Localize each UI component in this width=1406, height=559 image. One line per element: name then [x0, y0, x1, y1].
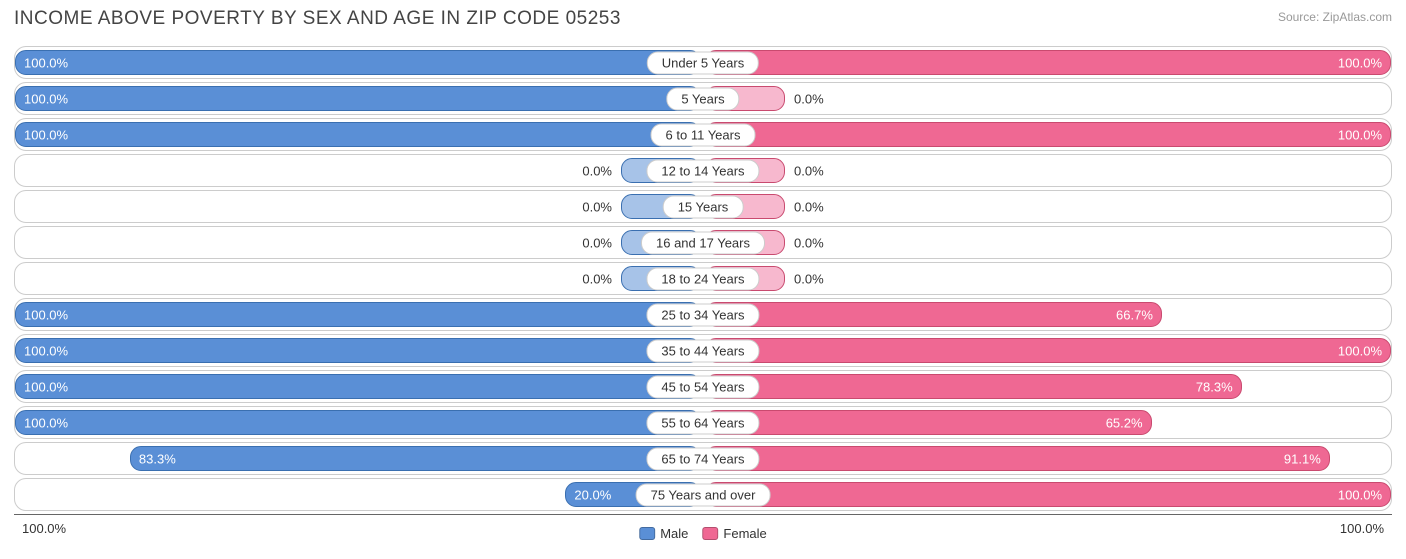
- female-bar: 78.3%: [705, 374, 1242, 399]
- table-row: 100.0% 66.7% 25 to 34 Years: [14, 298, 1392, 331]
- legend-female-label: Female: [723, 526, 766, 541]
- category-label: 45 to 54 Years: [646, 375, 759, 398]
- female-swatch-icon: [702, 527, 718, 540]
- category-label: 25 to 34 Years: [646, 303, 759, 326]
- category-label: 75 Years and over: [636, 483, 771, 506]
- male-value-label: 100.0%: [24, 307, 68, 322]
- axis-left-label: 100.0%: [22, 521, 66, 536]
- legend-item-female: Female: [702, 526, 766, 541]
- table-row: 100.0% 0.0% 5 Years: [14, 82, 1392, 115]
- table-row: 0.0% 0.0% 12 to 14 Years: [14, 154, 1392, 187]
- female-bar: 65.2%: [705, 410, 1152, 435]
- table-row: 100.0% 100.0% Under 5 Years: [14, 46, 1392, 79]
- male-value-label: 0.0%: [582, 163, 612, 178]
- male-value-label: 0.0%: [582, 271, 612, 286]
- male-value-label: 100.0%: [24, 415, 68, 430]
- female-bar: 91.1%: [705, 446, 1330, 471]
- female-value-label: 0.0%: [794, 271, 824, 286]
- category-label: 15 Years: [663, 195, 744, 218]
- female-value-label: 100.0%: [1338, 127, 1382, 142]
- category-label: 18 to 24 Years: [646, 267, 759, 290]
- category-label: 65 to 74 Years: [646, 447, 759, 470]
- male-value-label: 100.0%: [24, 91, 68, 106]
- category-label: 35 to 44 Years: [646, 339, 759, 362]
- male-bar: 83.3%: [130, 446, 701, 471]
- female-value-label: 65.2%: [1106, 415, 1143, 430]
- male-value-label: 0.0%: [582, 199, 612, 214]
- table-row: 0.0% 0.0% 18 to 24 Years: [14, 262, 1392, 295]
- category-label: 6 to 11 Years: [651, 123, 756, 146]
- male-swatch-icon: [639, 527, 655, 540]
- female-value-label: 91.1%: [1284, 451, 1321, 466]
- male-bar: 100.0%: [15, 410, 701, 435]
- female-value-label: 66.7%: [1116, 307, 1153, 322]
- female-value-label: 78.3%: [1196, 379, 1233, 394]
- female-value-label: 0.0%: [794, 199, 824, 214]
- female-value-label: 0.0%: [794, 163, 824, 178]
- category-label: Under 5 Years: [647, 51, 759, 74]
- male-value-label: 100.0%: [24, 55, 68, 70]
- axis-right-label: 100.0%: [1340, 521, 1384, 536]
- male-bar: 100.0%: [15, 302, 701, 327]
- legend: Male Female: [639, 526, 767, 541]
- category-label: 12 to 14 Years: [646, 159, 759, 182]
- diverging-bar-chart: 100.0% 100.0% Under 5 Years 100.0% 0.0% 5 Yea…: [14, 46, 1392, 515]
- table-row: 20.0% 100.0% 75 Years and over: [14, 478, 1392, 511]
- table-row: 100.0% 100.0% 6 to 11 Years: [14, 118, 1392, 151]
- male-value-label: 100.0%: [24, 127, 68, 142]
- category-label: 5 Years: [666, 87, 739, 110]
- female-bar: 100.0%: [705, 122, 1391, 147]
- table-row: 83.3% 91.1% 65 to 74 Years: [14, 442, 1392, 475]
- table-row: 0.0% 0.0% 16 and 17 Years: [14, 226, 1392, 259]
- female-value-label: 100.0%: [1338, 343, 1382, 358]
- chart-source: Source: ZipAtlas.com: [1278, 10, 1392, 24]
- female-bar: 66.7%: [705, 302, 1162, 327]
- chart-title: INCOME ABOVE POVERTY BY SEX AND AGE IN Z…: [14, 8, 621, 30]
- female-value-label: 100.0%: [1338, 55, 1382, 70]
- female-bar: 100.0%: [705, 482, 1391, 507]
- male-bar: 100.0%: [15, 122, 701, 147]
- male-value-label: 20.0%: [574, 487, 611, 502]
- female-value-label: 0.0%: [794, 91, 824, 106]
- legend-item-male: Male: [639, 526, 688, 541]
- male-value-label: 83.3%: [139, 451, 176, 466]
- male-value-label: 100.0%: [24, 343, 68, 358]
- male-value-label: 0.0%: [582, 235, 612, 250]
- female-bar: 100.0%: [705, 338, 1391, 363]
- table-row: 0.0% 0.0% 15 Years: [14, 190, 1392, 223]
- male-bar: 100.0%: [15, 50, 701, 75]
- female-value-label: 100.0%: [1338, 487, 1382, 502]
- male-value-label: 100.0%: [24, 379, 68, 394]
- category-label: 55 to 64 Years: [646, 411, 759, 434]
- female-bar: 100.0%: [705, 50, 1391, 75]
- table-row: 100.0% 78.3% 45 to 54 Years: [14, 370, 1392, 403]
- table-row: 100.0% 65.2% 55 to 64 Years: [14, 406, 1392, 439]
- legend-male-label: Male: [660, 526, 688, 541]
- category-label: 16 and 17 Years: [641, 231, 765, 254]
- male-bar: 100.0%: [15, 374, 701, 399]
- table-row: 100.0% 100.0% 35 to 44 Years: [14, 334, 1392, 367]
- female-value-label: 0.0%: [794, 235, 824, 250]
- male-bar: 100.0%: [15, 86, 701, 111]
- male-bar: 100.0%: [15, 338, 701, 363]
